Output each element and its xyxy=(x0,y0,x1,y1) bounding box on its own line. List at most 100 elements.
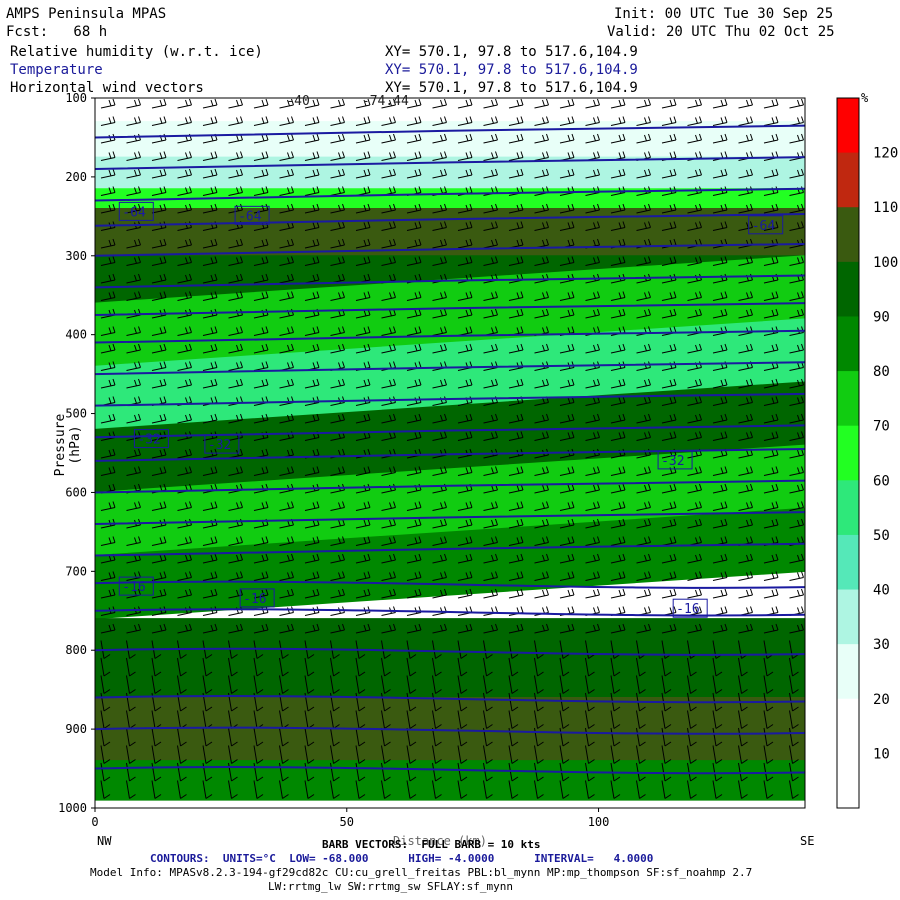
wind-barb xyxy=(636,536,651,546)
wind-barb xyxy=(738,378,753,389)
wind-barb xyxy=(304,727,315,747)
wind-barb xyxy=(789,256,804,266)
rh-band xyxy=(95,507,805,620)
wind-barb xyxy=(789,588,804,599)
wind-barb xyxy=(202,168,218,179)
wind-barb xyxy=(177,657,187,677)
wind-barb xyxy=(483,238,498,249)
wind-barb xyxy=(585,640,595,659)
wind-barb xyxy=(483,762,493,782)
wind-barb xyxy=(534,378,549,389)
wind-barb xyxy=(177,361,192,371)
contour-label-box xyxy=(234,205,270,225)
wind-barb xyxy=(763,431,779,441)
y-tick-label: 200 xyxy=(65,170,87,184)
wind-barb xyxy=(202,256,218,266)
wind-barb xyxy=(330,657,340,677)
wind-barb xyxy=(610,571,626,581)
wind-barb xyxy=(559,675,570,694)
colorbar-swatch xyxy=(837,261,859,317)
wind-barb xyxy=(585,727,595,747)
wind-barb xyxy=(636,657,646,677)
wind-barb xyxy=(534,133,549,144)
contour-label-box xyxy=(118,201,154,221)
wind-barb xyxy=(253,116,269,126)
wind-barb xyxy=(381,710,391,729)
wind-barb xyxy=(661,710,672,729)
wind-barb xyxy=(508,780,519,799)
wind-barb xyxy=(253,326,269,336)
wind-barb xyxy=(763,308,779,319)
wind-barb xyxy=(100,710,111,729)
x-tick-label: 100 xyxy=(588,815,610,829)
wind-barb xyxy=(610,413,626,424)
rh-band xyxy=(95,98,805,123)
barb-legend: BARB VECTORS: FULL BARB = 10 kts xyxy=(322,838,541,851)
wind-barb xyxy=(712,466,728,476)
wind-barb xyxy=(712,501,728,511)
wind-barb xyxy=(126,151,141,161)
wind-barb xyxy=(585,221,600,231)
wind-barb xyxy=(712,431,728,441)
wind-barb xyxy=(100,256,116,266)
wind-barb xyxy=(253,536,269,546)
wind-barb xyxy=(228,762,238,782)
wind-barb xyxy=(534,745,544,764)
wind-barb xyxy=(508,657,519,677)
wind-barb xyxy=(483,745,493,764)
wind-barb xyxy=(304,326,320,336)
wind-barb xyxy=(304,203,320,214)
wind-barb xyxy=(508,692,519,712)
wind-barb xyxy=(585,675,595,694)
wind-barb xyxy=(304,133,320,144)
wind-barb xyxy=(151,501,167,511)
wind-barb xyxy=(534,221,549,231)
wind-barb xyxy=(457,308,473,319)
wind-barb xyxy=(687,431,702,441)
colorbar-swatch xyxy=(837,316,859,372)
wind-barb xyxy=(738,116,753,126)
wind-barb xyxy=(534,116,549,126)
wind-barb xyxy=(432,501,447,511)
wind-barb xyxy=(151,413,167,424)
wind-barb xyxy=(406,203,422,214)
wind-barb xyxy=(355,221,371,231)
wind-barb xyxy=(151,203,167,214)
wind-barb xyxy=(406,378,422,389)
wind-barb xyxy=(279,203,294,214)
wind-barb xyxy=(789,727,799,747)
wind-barb xyxy=(610,518,626,529)
wind-barb xyxy=(381,536,396,546)
wind-barb xyxy=(381,168,396,179)
wind-barb xyxy=(202,657,213,677)
wind-barb xyxy=(202,623,218,634)
wind-barb xyxy=(355,203,371,214)
wind-barb xyxy=(355,553,371,564)
wind-barb xyxy=(381,745,391,764)
wind-barb xyxy=(636,343,651,354)
wind-barb xyxy=(279,536,294,546)
wind-barb xyxy=(355,98,371,109)
contour-label: -64 xyxy=(238,209,262,224)
wind-barb xyxy=(100,745,111,764)
wind-barb xyxy=(687,133,702,144)
wind-barb xyxy=(151,273,167,284)
wind-barb xyxy=(177,745,187,764)
wind-barb xyxy=(304,501,320,511)
wind-barb xyxy=(100,448,116,459)
wind-barb xyxy=(738,308,753,319)
wind-barb xyxy=(432,518,447,529)
wind-barb xyxy=(381,221,396,231)
wind-barb xyxy=(151,588,167,599)
wind-barb xyxy=(355,326,371,336)
wind-barb xyxy=(406,657,417,677)
wind-barb xyxy=(585,466,600,476)
wind-barb xyxy=(432,413,447,424)
wind-barb xyxy=(610,780,621,799)
wind-barb xyxy=(508,203,524,214)
wind-barb xyxy=(279,151,294,161)
wind-barb xyxy=(661,133,677,144)
wind-barb xyxy=(483,203,498,214)
wind-barb xyxy=(483,116,498,126)
wind-barb xyxy=(738,780,748,799)
